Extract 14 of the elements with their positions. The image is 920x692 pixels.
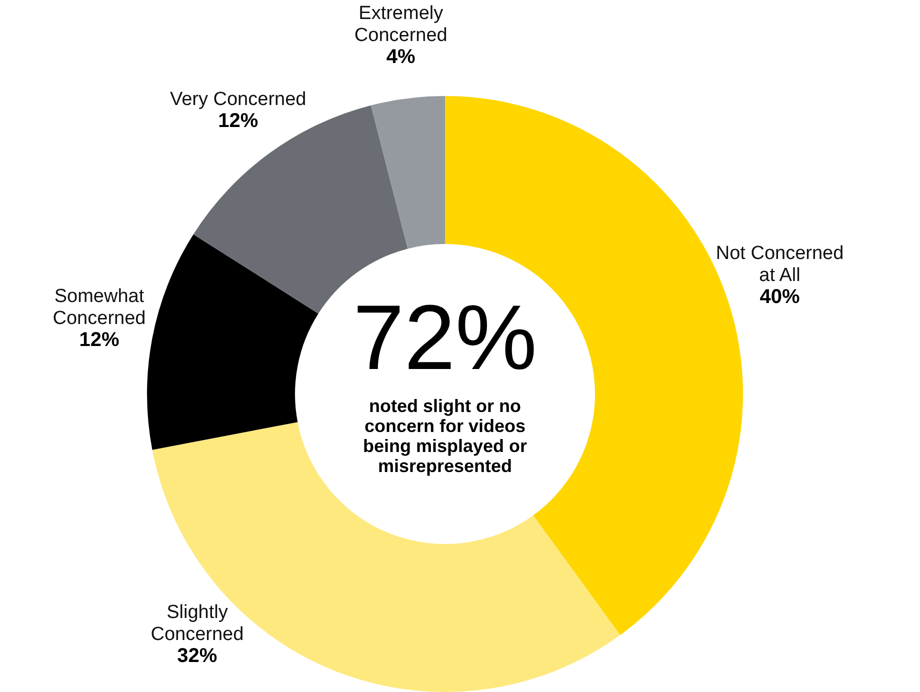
data-label: 4% xyxy=(386,46,416,68)
slice-label: Extremely Concerned xyxy=(354,2,448,46)
slice-label: Not Concerned at All xyxy=(716,243,844,286)
data-label: 12% xyxy=(218,110,258,132)
slice-label: Very Concerned xyxy=(170,89,306,110)
data-label: 32% xyxy=(177,645,218,667)
text: noted slight or no concern for videos being misplayed or misrepresented xyxy=(362,396,528,476)
slice-label: Slightly Concerned xyxy=(150,602,244,645)
data-label: 40% xyxy=(760,286,800,308)
donut-slice xyxy=(370,96,445,249)
donut-slice xyxy=(148,234,318,450)
slice-label: Somewhat Concerned xyxy=(52,286,146,330)
text: 72% xyxy=(352,287,538,389)
data-label: 12% xyxy=(79,329,120,352)
